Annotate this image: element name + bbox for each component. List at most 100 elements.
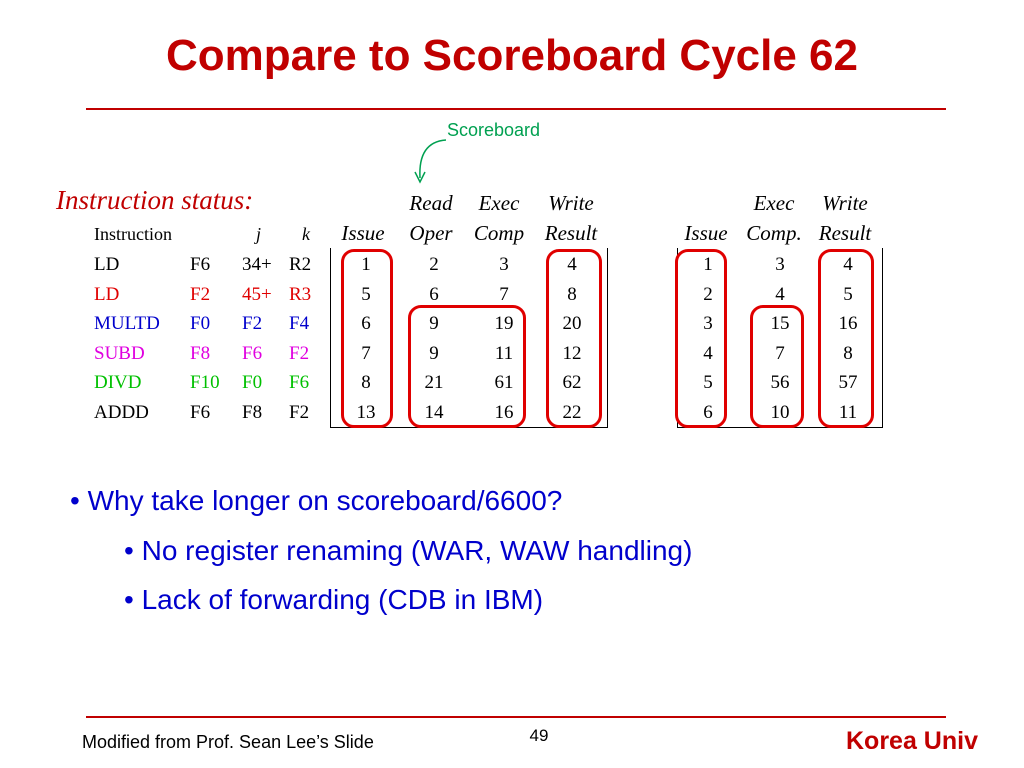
row-issue: 8 bbox=[361, 372, 371, 394]
row-exec: 11 bbox=[494, 342, 514, 364]
row-sb-write: 4 bbox=[843, 254, 853, 275]
row-k: R3 bbox=[289, 283, 312, 305]
row-write: 20 bbox=[562, 313, 582, 335]
header-exec-top: Exec bbox=[478, 191, 520, 215]
footer-institution: Korea Univ bbox=[846, 727, 978, 755]
row-sb-exec: 10 bbox=[770, 402, 790, 423]
row-sb-issue: 6 bbox=[703, 402, 713, 423]
sb-header-write-bottom: Result bbox=[818, 221, 872, 245]
sb-exec-highlight-ring bbox=[750, 305, 804, 428]
scoreboard-annotation: Scoreboard bbox=[447, 120, 541, 140]
row-write: 8 bbox=[567, 283, 577, 305]
row-sb-write: 57 bbox=[838, 372, 858, 394]
row-sb-exec: 7 bbox=[775, 342, 785, 364]
row-write: 4 bbox=[567, 254, 577, 275]
row-write: 12 bbox=[562, 342, 582, 364]
row-exec: 3 bbox=[499, 254, 509, 275]
row-issue: 1 bbox=[361, 254, 371, 275]
row-read: 9 bbox=[429, 342, 439, 364]
row-k: F4 bbox=[289, 313, 310, 335]
write-highlight-ring bbox=[546, 249, 602, 428]
row-k: F2 bbox=[289, 342, 310, 364]
bullet-dot: • bbox=[124, 584, 142, 615]
header-j: j bbox=[256, 224, 262, 244]
row-dest: F10 bbox=[190, 372, 220, 394]
row-exec: 16 bbox=[494, 402, 514, 423]
row-sb-exec: 56 bbox=[770, 372, 790, 394]
row-op: LD bbox=[94, 283, 120, 305]
row-k: R2 bbox=[289, 254, 312, 275]
row-exec: 7 bbox=[499, 283, 509, 305]
row-exec: 61 bbox=[494, 372, 514, 394]
row-sb-issue: 3 bbox=[703, 313, 713, 335]
row-op: SUBD bbox=[94, 342, 145, 364]
row-sb-write: 5 bbox=[843, 283, 853, 305]
row-write: 22 bbox=[562, 402, 582, 423]
row-op: LD bbox=[94, 254, 120, 275]
main-bullet-text: Why take longer on scoreboard/6600? bbox=[87, 485, 563, 516]
row-sb-exec: 3 bbox=[775, 254, 785, 275]
row-k: F6 bbox=[289, 372, 310, 394]
row-sb-exec: 15 bbox=[770, 313, 790, 335]
row-k: F2 bbox=[289, 402, 310, 423]
instruction-status-label: Instruction status: bbox=[56, 185, 254, 215]
row-sb-issue: 5 bbox=[703, 372, 713, 394]
header-read-bottom: Oper bbox=[409, 221, 453, 245]
sb-header-exec-top: Exec bbox=[753, 191, 795, 215]
sb-issue-highlight-ring bbox=[675, 249, 727, 428]
sb-header-write-top: Write bbox=[822, 191, 868, 215]
header-k: k bbox=[302, 224, 310, 244]
header-write-top: Write bbox=[548, 191, 594, 215]
row-sb-write: 16 bbox=[838, 313, 858, 335]
row-issue: 5 bbox=[361, 283, 371, 305]
row-sb-issue: 4 bbox=[703, 342, 713, 364]
row-sb-write: 8 bbox=[843, 342, 853, 364]
row-j: F8 bbox=[242, 402, 263, 423]
row-dest: F8 bbox=[190, 342, 211, 364]
row-issue: 6 bbox=[361, 313, 371, 335]
sb-write-highlight-ring bbox=[818, 249, 874, 428]
row-j: F6 bbox=[242, 342, 263, 364]
row-exec: 19 bbox=[494, 313, 514, 335]
sub-bullet-text: No register renaming (WAR, WAW handling) bbox=[141, 535, 693, 566]
header-instruction: Instruction bbox=[94, 224, 172, 244]
sb-header-exec-bottom: Comp. bbox=[746, 221, 802, 245]
row-dest: F6 bbox=[190, 402, 211, 423]
bullet-dot: • bbox=[70, 485, 88, 516]
header-read-top: Read bbox=[409, 191, 453, 215]
row-read: 21 bbox=[424, 372, 444, 394]
row-dest: F0 bbox=[190, 313, 211, 335]
row-read: 9 bbox=[429, 313, 439, 335]
row-sb-write: 11 bbox=[838, 402, 858, 423]
row-issue: 13 bbox=[356, 402, 376, 423]
sub-bullet: • No register renaming (WAR, WAW handlin… bbox=[124, 535, 692, 567]
row-sb-exec: 4 bbox=[775, 283, 785, 305]
sub-bullet: • Lack of forwarding (CDB in IBM) bbox=[124, 584, 543, 616]
row-write: 62 bbox=[562, 372, 582, 394]
row-sb-issue: 1 bbox=[703, 254, 713, 275]
issue-highlight-ring bbox=[341, 249, 393, 428]
row-issue: 7 bbox=[361, 342, 371, 364]
row-op: ADDD bbox=[94, 402, 149, 423]
row-j: 34+ bbox=[242, 254, 272, 275]
slide-title: Compare to Scoreboard Cycle 62 bbox=[165, 31, 858, 80]
row-read: 2 bbox=[429, 254, 439, 275]
title-divider bbox=[86, 108, 946, 110]
footer-divider bbox=[86, 716, 946, 718]
read-exec-highlight-ring bbox=[408, 305, 526, 428]
row-j: F0 bbox=[242, 372, 263, 394]
footer-credit: Modified from Prof. Sean Lee’s Slide bbox=[82, 732, 374, 752]
row-j: F2 bbox=[242, 313, 263, 335]
sb-header-issue: Issue bbox=[684, 221, 728, 245]
bullet-dot: • bbox=[124, 535, 142, 566]
row-read: 6 bbox=[429, 283, 439, 305]
row-read: 14 bbox=[424, 402, 444, 423]
row-j: 45+ bbox=[242, 283, 272, 305]
page-number: 49 bbox=[529, 726, 549, 745]
row-dest: F6 bbox=[190, 254, 211, 275]
header-write-bottom: Result bbox=[544, 221, 598, 245]
annotation-arrow-icon bbox=[414, 139, 447, 184]
row-dest: F2 bbox=[190, 283, 211, 305]
row-sb-issue: 2 bbox=[703, 283, 713, 305]
sub-bullet-text: Lack of forwarding (CDB in IBM) bbox=[141, 584, 544, 615]
